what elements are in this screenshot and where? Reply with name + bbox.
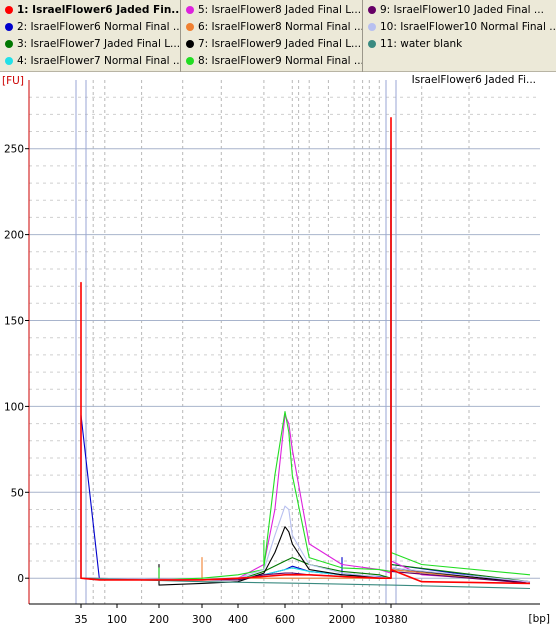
legend-dot-icon <box>186 6 194 14</box>
legend-column-3: 9: IsraelFlower10 Jaded Final ... 10: Is… <box>363 0 556 72</box>
series-line-5 <box>80 148 531 583</box>
legend-item-10[interactable]: 10: IsraelFlower10 Normal Final ... <box>363 19 556 36</box>
x-tick-label: 400 <box>228 614 248 626</box>
x-axis-label: [bp] <box>528 613 550 625</box>
y-axis-label: [FU] <box>2 75 24 87</box>
legend-item-label: 5: IsraelFlower8 Jaded Final L... <box>198 4 362 16</box>
x-tick-label: 35 <box>74 614 87 626</box>
x-tick-label: 200 <box>149 614 169 626</box>
x-tick-label: 300 <box>192 614 212 626</box>
sample-legend: 1: IsraelFlower6 Jaded Fin... 2: IsraelF… <box>0 0 556 72</box>
legend-dot-icon <box>186 57 194 65</box>
legend-item-1[interactable]: 1: IsraelFlower6 Jaded Fin... <box>0 2 180 19</box>
series-line-10 <box>80 156 531 583</box>
legend-dot-icon <box>368 23 376 31</box>
legend-dot-icon <box>368 40 376 48</box>
x-tick-label: 600 <box>275 614 295 626</box>
legend-item-label: 1: IsraelFlower6 Jaded Fin... <box>17 4 180 16</box>
legend-item-7[interactable]: 7: IsraelFlower9 Jaded Final L... <box>181 36 362 53</box>
legend-dot-icon <box>5 23 13 31</box>
y-tick-label: 50 <box>11 487 24 499</box>
series-line-1 <box>80 116 531 585</box>
y-tick-label: 0 <box>17 573 24 585</box>
legend-item-8[interactable]: 8: IsraelFlower9 Normal Final ... <box>181 53 362 70</box>
legend-item-11[interactable]: 11: water blank <box>363 36 556 53</box>
legend-item-5[interactable]: 5: IsraelFlower8 Jaded Final L... <box>181 2 362 19</box>
chart-title: IsraelFlower6 Jaded Fi... <box>412 74 536 86</box>
x-tick-label: 2000 <box>329 614 356 626</box>
legend-dot-icon <box>186 23 194 31</box>
legend-item-label: 2: IsraelFlower6 Normal Final ... <box>17 21 180 33</box>
legend-item-2[interactable]: 2: IsraelFlower6 Normal Final ... <box>0 19 180 36</box>
legend-dot-icon <box>5 6 13 14</box>
legend-dot-icon <box>5 40 13 48</box>
legend-item-label: 6: IsraelFlower8 Normal Final ... <box>198 21 362 33</box>
legend-item-label: 8: IsraelFlower9 Normal Final ... <box>198 55 362 67</box>
electropherogram-plot: 0 50 100 150 200 250 35 100 200 300 400 600 2000 1038… <box>2 74 550 626</box>
legend-item-6[interactable]: 6: IsraelFlower8 Normal Final ... <box>181 19 362 36</box>
series-line-7 <box>80 130 531 586</box>
x-tick-label: 10380 <box>374 614 407 626</box>
legend-item-label: 11: water blank <box>380 38 463 50</box>
y-tick-label: 250 <box>4 144 24 156</box>
legend-dot-icon <box>186 40 194 48</box>
electropherogram-chart: 0 50 100 150 200 250 35 100 200 300 400 600 2000 1038… <box>0 72 556 637</box>
legend-item-label: 7: IsraelFlower9 Jaded Final L... <box>198 38 362 50</box>
legend-column-1: 1: IsraelFlower6 Jaded Fin... 2: IsraelF… <box>0 0 181 72</box>
series-line-3 <box>80 148 531 583</box>
legend-column-2: 5: IsraelFlower8 Jaded Final L... 6: Isr… <box>181 0 363 72</box>
y-tick-label: 200 <box>4 230 24 242</box>
legend-item-label: 10: IsraelFlower10 Normal Final ... <box>380 21 556 33</box>
series-line-2 <box>80 139 531 584</box>
legend-dot-icon <box>368 6 376 14</box>
y-tick-label: 150 <box>4 316 24 328</box>
legend-item-label: 4: IsraelFlower7 Normal Final ... <box>17 55 180 67</box>
legend-item-9[interactable]: 9: IsraelFlower10 Jaded Final ... <box>363 2 556 19</box>
legend-item-3[interactable]: 3: IsraelFlower7 Jaded Final L... <box>0 36 180 53</box>
legend-item-label: 9: IsraelFlower10 Jaded Final ... <box>380 4 544 16</box>
legend-item-4[interactable]: 4: IsraelFlower7 Normal Final ... <box>0 53 180 70</box>
legend-dot-icon <box>5 57 13 65</box>
legend-item-label: 3: IsraelFlower7 Jaded Final L... <box>17 38 180 50</box>
y-tick-label: 100 <box>4 401 24 413</box>
x-tick-label: 100 <box>107 614 127 626</box>
